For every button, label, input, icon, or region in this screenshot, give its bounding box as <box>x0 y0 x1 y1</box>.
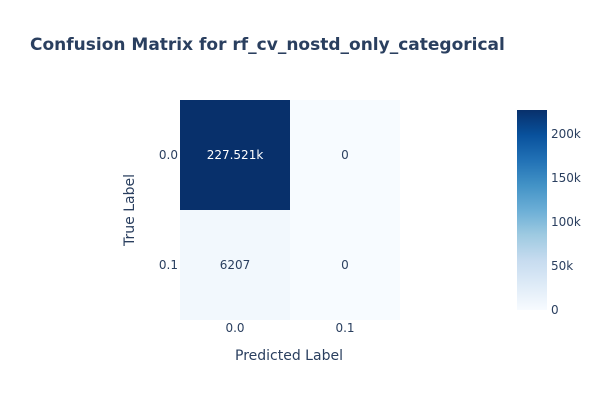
y-axis-title: True Label <box>122 174 138 247</box>
cell-value-label: 0 <box>341 148 349 162</box>
heatmap-cell <box>180 100 290 210</box>
y-tick-label: 0.1 <box>159 258 178 272</box>
colorbar-ticks: 0 50k 100k 150k 200k <box>551 127 581 317</box>
colorbar-tick-label: 200k <box>551 127 581 141</box>
heatmap-cell <box>290 210 400 320</box>
colorbar-tick-label: 50k <box>551 259 573 273</box>
heatmap-cells <box>180 100 400 320</box>
y-axis-ticks: 0.0 0.1 <box>159 148 178 272</box>
x-tick-label: 0.0 <box>225 321 244 335</box>
chart-title: Confusion Matrix for rf_cv_nostd_only_ca… <box>30 35 505 55</box>
heatmap-cell <box>290 100 400 210</box>
cell-labels: 227.521k 0 6207 0 <box>207 148 349 272</box>
colorbar-tick-label: 150k <box>551 171 581 185</box>
colorbar-tick-label: 0 <box>551 303 559 317</box>
y-tick-label: 0.0 <box>159 148 178 162</box>
x-axis-ticks: 0.0 0.1 <box>225 321 354 335</box>
x-axis-title: Predicted Label <box>235 348 343 364</box>
heatmap-cell <box>180 210 290 320</box>
colorbar <box>517 110 547 310</box>
colorbar-tick-label: 100k <box>551 215 581 229</box>
cell-value-label: 6207 <box>220 258 251 272</box>
cell-value-label: 227.521k <box>207 148 264 162</box>
cell-value-label: 0 <box>341 258 349 272</box>
x-tick-label: 0.1 <box>335 321 354 335</box>
